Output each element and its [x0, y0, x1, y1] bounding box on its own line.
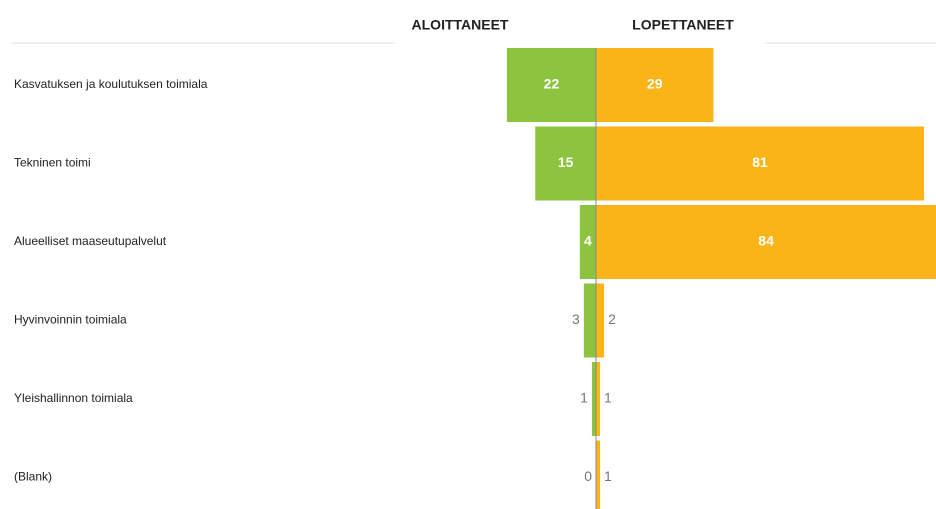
data-label: 84 [758, 233, 774, 249]
left-header: ALOITTANEET [412, 17, 509, 33]
data-label: 4 [584, 233, 592, 249]
right-header: LOPETTANEET [632, 17, 734, 33]
data-label: 0 [584, 468, 592, 484]
data-label: 15 [558, 154, 574, 170]
bar [596, 362, 601, 436]
category-label: Yleishallinnon toimiala [14, 391, 133, 405]
category-label: Hyvinvoinnin toimiala [14, 313, 127, 327]
data-label: 3 [572, 311, 580, 327]
bar [591, 362, 596, 436]
bar [596, 48, 714, 122]
data-label: 1 [604, 468, 612, 484]
data-label: 1 [604, 390, 612, 406]
category-label: Kasvatuksen ja koulutuksen toimiala [14, 77, 208, 91]
bar [583, 283, 596, 358]
bar [596, 126, 925, 201]
bar [596, 440, 601, 509]
data-label: 81 [752, 154, 768, 170]
bar [596, 283, 605, 358]
category-label: Tekninen toimi [14, 156, 91, 170]
bar [596, 205, 936, 279]
bar [535, 126, 596, 201]
category-label: (Blank) [14, 470, 52, 484]
data-label: 29 [647, 76, 663, 92]
data-label: 22 [544, 76, 560, 92]
bar [506, 48, 596, 122]
data-label: 1 [580, 390, 588, 406]
data-label: 2 [608, 311, 616, 327]
category-label: Alueelliset maaseutupalvelut [14, 234, 167, 248]
bar [579, 205, 596, 279]
header-background [395, 10, 765, 46]
